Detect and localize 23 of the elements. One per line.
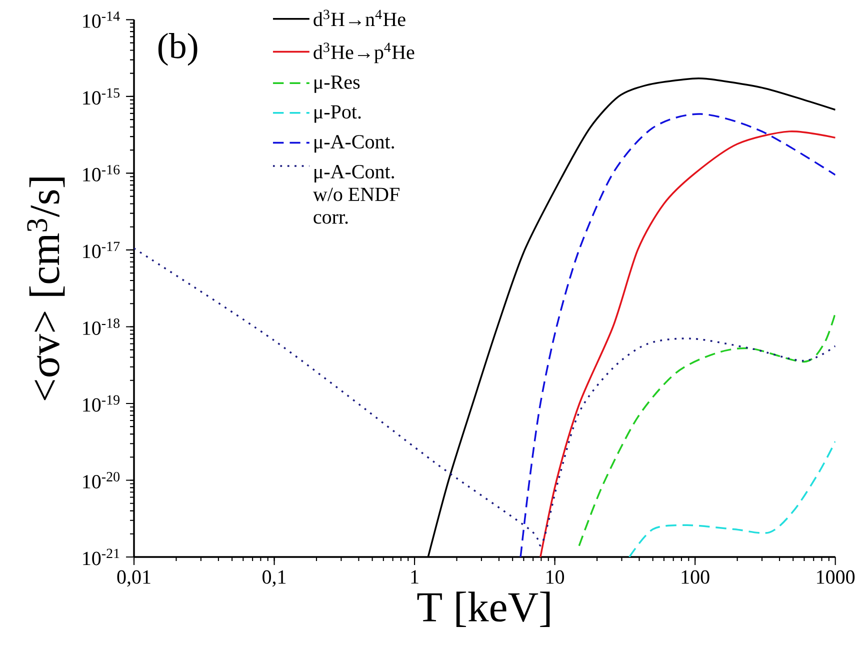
- x-tick-label: 10: [546, 570, 564, 584]
- y-axis-title: <σv> [cm$^{3}$/s]: [27, 178, 65, 400]
- legend-label: d$^{3}$H→n$^{4}$He: [314, 10, 406, 26]
- legend-label: μ-Res: [314, 76, 360, 93]
- y-tick-label: 10$^{-18}$: [83, 318, 120, 335]
- x-tick-label: 1: [411, 570, 418, 584]
- x-tick-label: 0,01: [117, 570, 150, 587]
- legend-label: μ-A-Cont. w/o ENDF corr.: [312, 165, 400, 224]
- annotation: (b): [158, 33, 198, 66]
- legend-label: μ-Pot.: [314, 105, 361, 123]
- y-tick-label: 10$^{-14}$: [83, 11, 120, 28]
- x-axis-title: T [keV]: [417, 592, 550, 627]
- legend-label: d$^{3}$He→p$^{4}$He: [314, 42, 414, 64]
- x-tick-label: 0,1: [262, 570, 286, 587]
- x-tick-label: 1000: [817, 570, 855, 584]
- y-tick-label: 10$^{-16}$: [83, 164, 120, 182]
- y-tick-label: 10$^{-17}$: [83, 242, 120, 258]
- x-tick-label: 100: [682, 570, 710, 584]
- y-tick-label: 10$^{-21}$: [83, 548, 120, 566]
- y-tick-label: 10$^{-15}$: [83, 88, 120, 105]
- y-tick-label: 10$^{-19}$: [83, 395, 120, 412]
- y-tick-label: 10$^{-20}$: [83, 472, 120, 488]
- legend-label: μ-A-Cont.: [314, 135, 394, 153]
